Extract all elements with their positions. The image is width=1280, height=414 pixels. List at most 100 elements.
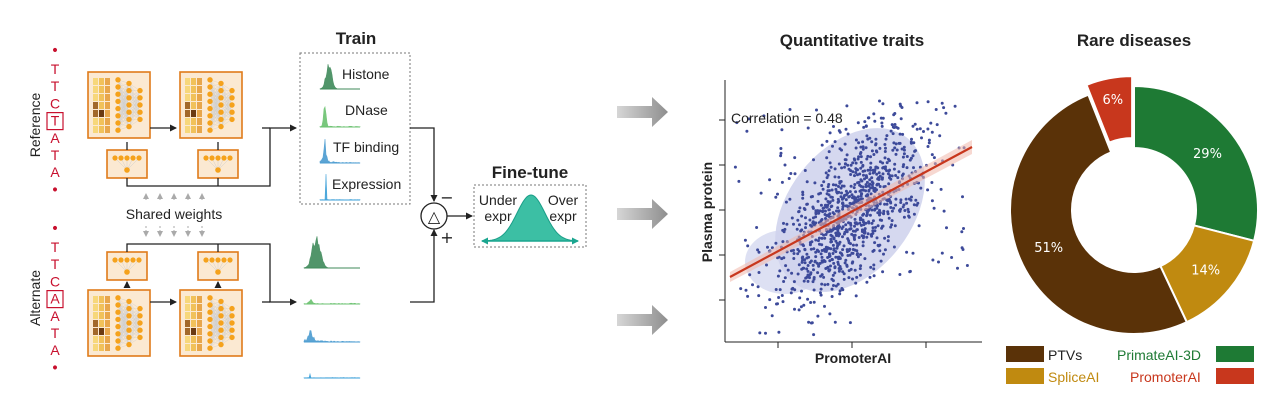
scatter-point — [792, 252, 796, 255]
scatter-point — [849, 202, 853, 206]
scatter-point — [844, 204, 848, 208]
scatter-point — [880, 124, 884, 128]
scatter-point — [756, 285, 760, 289]
scatter-point — [841, 207, 845, 211]
scatter-point — [820, 184, 824, 187]
scatter-point — [805, 267, 809, 271]
scatter-point — [926, 145, 930, 148]
scatter-point — [881, 102, 885, 106]
scatter-point — [770, 246, 774, 250]
scatter-point — [872, 267, 876, 271]
scatter-point — [758, 331, 762, 335]
scatter-point — [830, 257, 834, 261]
reference-variant-box — [46, 111, 64, 131]
scatter-point — [931, 258, 935, 262]
scatter-point — [888, 176, 891, 180]
scatter-point — [831, 279, 835, 283]
scatter-point — [835, 190, 839, 194]
scatter-point — [845, 230, 849, 234]
scatter-point — [751, 283, 754, 287]
scatter-point — [851, 243, 855, 247]
scatter-point — [840, 191, 843, 195]
legend-swatch-promoterai — [1216, 368, 1254, 384]
reference-tracks: Histone DNase TF binding Expression — [319, 64, 401, 201]
scatter-point — [865, 280, 869, 284]
scatter-point — [848, 195, 851, 198]
scatter-point — [811, 195, 814, 198]
scatter-point — [848, 221, 852, 225]
scatter-point — [824, 171, 828, 175]
scatter-point — [871, 229, 875, 233]
scatter-point — [837, 185, 840, 188]
scatter-point — [805, 252, 809, 256]
scatter-point — [865, 235, 869, 239]
scatter-point — [874, 137, 878, 141]
scatter-point — [878, 146, 882, 150]
scatter-point — [787, 177, 791, 180]
scatter-point — [820, 143, 824, 147]
donut-label-spliceai: 14% — [1191, 263, 1220, 278]
alternate-variant-box — [46, 290, 64, 309]
scatter-point — [900, 106, 904, 109]
scatter-point — [821, 260, 824, 264]
scatter-point — [781, 300, 785, 304]
alternate-base: T — [51, 325, 60, 341]
scatter-point — [748, 273, 752, 277]
scatter-point — [861, 213, 865, 217]
scatter-point — [942, 106, 946, 110]
scatter-point — [826, 282, 830, 286]
scatter-point — [828, 268, 832, 272]
scatter-point — [834, 187, 838, 191]
scatter-point — [812, 247, 816, 251]
scatter-point — [814, 238, 818, 242]
scatter-point — [836, 260, 840, 264]
scatter-plot: Correlation = 0.48 PromoterAI Plasma pro… — [699, 80, 982, 366]
scatter-point — [824, 197, 828, 201]
alternate-base: A — [50, 291, 60, 307]
scatter-point — [878, 208, 881, 212]
scatter-point — [865, 134, 869, 138]
scatter-point — [934, 108, 938, 111]
scatter-point — [841, 270, 845, 274]
scatter-point — [877, 171, 881, 175]
scatter-point — [868, 172, 872, 176]
scatter-point — [783, 227, 787, 231]
scatter-point — [853, 224, 856, 228]
scatter-point — [914, 149, 917, 153]
scatter-point — [832, 227, 835, 231]
scatter-point — [805, 180, 809, 184]
scatter-point — [858, 221, 862, 225]
scatter-point — [873, 119, 877, 123]
scatter-point — [895, 148, 899, 152]
correlation-annotation: Correlation = 0.48 — [731, 110, 843, 126]
scatter-point — [854, 294, 858, 298]
scatter-point — [905, 155, 909, 158]
scatter-point — [881, 116, 885, 120]
scatter-point — [782, 230, 786, 234]
scatter-point — [816, 209, 820, 213]
scatter-point — [814, 212, 818, 216]
scatter-point — [868, 168, 872, 172]
scatter-point — [866, 168, 870, 172]
scatter-point — [779, 154, 783, 158]
scatter-point — [835, 209, 838, 213]
scatter-point — [837, 199, 841, 203]
scatter-point — [804, 222, 808, 226]
scatter-point — [834, 284, 838, 288]
scatter-point — [823, 236, 827, 240]
alternate-network-1 — [87, 289, 151, 357]
scatter-point — [851, 161, 855, 165]
scatter-point — [891, 132, 895, 136]
scatter-point — [907, 210, 911, 214]
scatter-point — [890, 219, 894, 223]
regression-line — [729, 146, 973, 278]
alternate-base: T — [51, 256, 60, 272]
scatter-point — [894, 197, 898, 201]
scatter-point — [776, 192, 779, 196]
scatter-point — [874, 225, 877, 229]
scatter-point — [856, 157, 860, 161]
finetune-over-line1: Over — [548, 192, 579, 208]
shared-weights-label: Shared weights — [126, 206, 223, 222]
scatter-point — [733, 165, 737, 169]
scatter-point — [865, 176, 869, 179]
